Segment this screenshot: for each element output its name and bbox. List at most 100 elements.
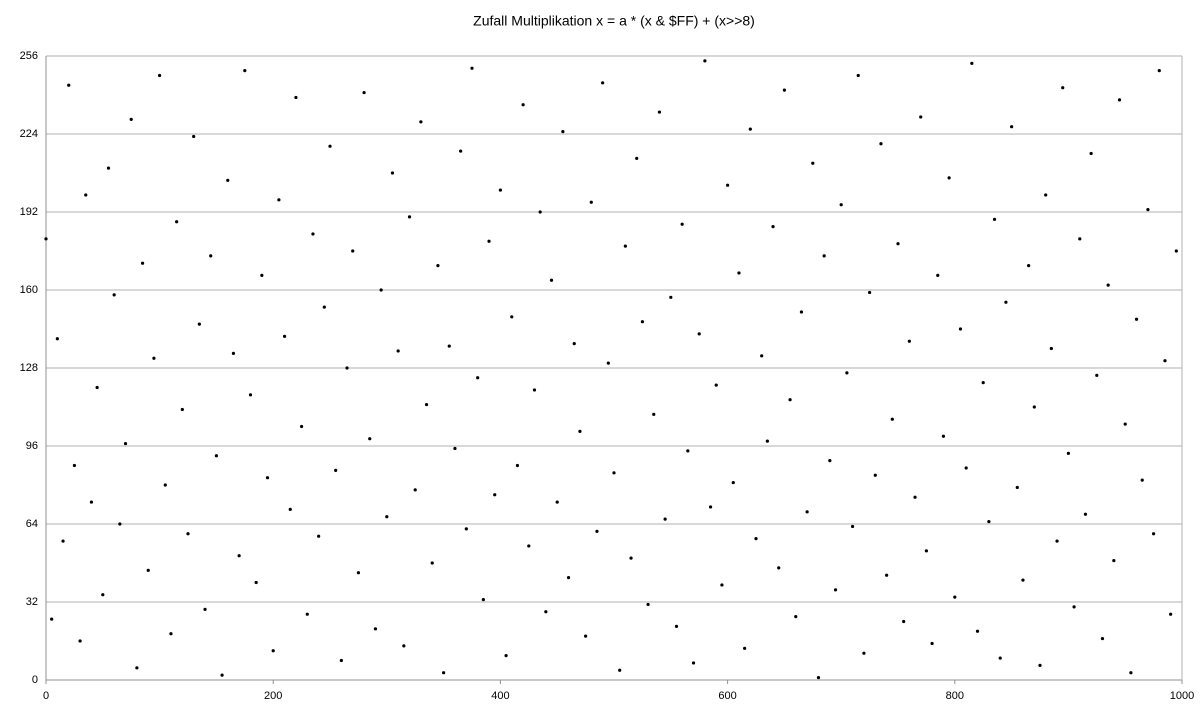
point	[794, 615, 798, 619]
point	[896, 242, 900, 246]
point	[544, 610, 548, 614]
point	[981, 381, 985, 385]
point	[618, 668, 622, 672]
point	[697, 332, 701, 336]
point	[1117, 98, 1122, 102]
point	[629, 556, 633, 560]
point	[703, 59, 707, 63]
point	[1134, 317, 1139, 321]
point	[72, 463, 76, 468]
point	[339, 658, 343, 663]
point	[561, 129, 565, 134]
point	[89, 500, 94, 504]
point	[152, 356, 156, 360]
point	[356, 571, 360, 575]
point	[169, 632, 173, 636]
point	[1055, 539, 1059, 543]
point	[606, 361, 610, 365]
point	[850, 524, 855, 529]
point	[163, 483, 167, 487]
point	[277, 198, 281, 202]
point	[674, 624, 679, 628]
point	[1089, 151, 1093, 156]
point	[226, 178, 230, 182]
point	[1163, 359, 1167, 363]
point	[538, 210, 542, 214]
point	[555, 500, 559, 504]
point	[1112, 558, 1116, 563]
point	[737, 271, 741, 275]
point	[754, 537, 758, 541]
point	[975, 629, 980, 633]
point	[385, 515, 389, 519]
point	[589, 200, 593, 204]
point	[209, 254, 213, 258]
point	[214, 454, 218, 458]
point	[334, 468, 338, 472]
point	[924, 549, 929, 553]
chart-title: Zufall Multiplikation x = a * (x & $FF) …	[473, 13, 755, 29]
point	[50, 617, 54, 621]
point	[868, 290, 872, 295]
y-tick-label: 160	[20, 284, 38, 296]
point	[243, 69, 247, 73]
point	[862, 651, 866, 655]
point	[578, 429, 582, 433]
point	[1015, 485, 1019, 490]
point	[720, 583, 724, 587]
point	[112, 293, 116, 297]
point	[845, 371, 849, 375]
point	[311, 232, 315, 236]
point	[44, 237, 48, 241]
point	[941, 434, 946, 438]
point	[447, 344, 451, 348]
point	[527, 544, 531, 548]
point	[1129, 671, 1133, 675]
point	[248, 393, 253, 397]
y-tick-label: 64	[26, 518, 38, 530]
point	[1169, 612, 1173, 616]
point	[680, 222, 684, 226]
point	[362, 90, 366, 95]
point	[1174, 249, 1178, 253]
point	[345, 366, 349, 370]
point	[936, 273, 940, 277]
point	[532, 388, 537, 392]
point	[765, 439, 769, 443]
point	[760, 354, 764, 358]
point	[407, 215, 412, 219]
y-tick-label: 32	[26, 596, 38, 608]
point	[839, 203, 843, 207]
point	[584, 634, 588, 638]
point	[640, 320, 645, 324]
point	[510, 315, 514, 319]
point	[1072, 605, 1076, 609]
point	[1152, 532, 1156, 536]
point	[55, 337, 59, 341]
point	[237, 554, 241, 558]
point	[987, 519, 991, 524]
point	[186, 532, 190, 536]
point	[1140, 478, 1144, 482]
point	[498, 188, 502, 192]
point	[351, 249, 355, 253]
y-tick-label: 224	[20, 128, 38, 140]
point	[964, 466, 968, 470]
point	[487, 239, 491, 243]
point	[856, 73, 860, 78]
point	[265, 476, 270, 480]
point	[879, 142, 883, 146]
point	[95, 385, 99, 390]
point	[771, 225, 775, 229]
point	[300, 424, 304, 429]
point	[799, 310, 804, 314]
point	[442, 671, 446, 675]
point	[464, 527, 468, 531]
y-tick-label: 256	[20, 50, 38, 62]
point	[1100, 636, 1105, 641]
point	[1004, 300, 1008, 304]
point	[175, 220, 179, 224]
point	[78, 639, 82, 643]
point	[368, 437, 372, 441]
